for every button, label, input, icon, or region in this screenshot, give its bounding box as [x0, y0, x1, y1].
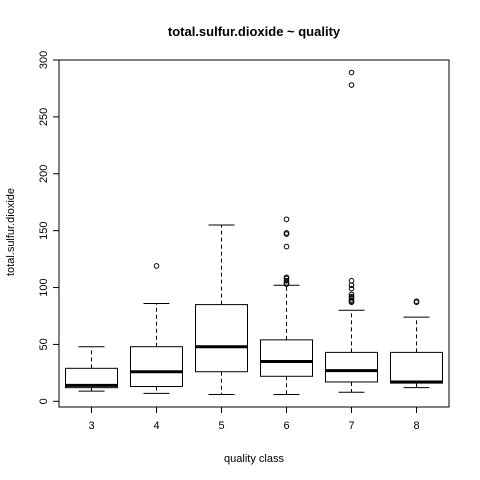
- x-tick-label: 5: [218, 420, 224, 432]
- iqr-box: [325, 351, 378, 383]
- outlier-point: [283, 230, 290, 236]
- iqr-box: [130, 346, 183, 388]
- y-tick-label: 100: [38, 278, 50, 296]
- y-tick-label: 150: [38, 221, 50, 239]
- x-axis-label: quality class: [224, 453, 284, 465]
- outlier-point: [153, 263, 160, 269]
- outlier-point: [283, 243, 290, 250]
- outlier-point: [348, 277, 355, 284]
- iqr-box: [195, 304, 248, 373]
- outlier-point: [413, 298, 420, 304]
- outlier-point: [348, 69, 355, 76]
- outlier-point: [348, 82, 355, 88]
- outlier-point: [283, 277, 290, 284]
- y-tick-label: 200: [38, 165, 50, 183]
- x-tick-label: 6: [283, 420, 289, 432]
- outlier-point: [283, 216, 290, 223]
- x-tick-label: 3: [88, 420, 94, 432]
- y-axis-label: total.sulfur.dioxide: [5, 188, 17, 276]
- iqr-box: [260, 339, 313, 377]
- outlier-point: [348, 297, 355, 303]
- plot-area: 0 50 100 150 200 250 300 3 4 5 6 7 8: [38, 51, 450, 432]
- y-tick-label: 250: [38, 108, 50, 126]
- outlier-point: [348, 293, 355, 300]
- chart-title: total.sulfur.dioxide ~ quality: [168, 24, 341, 39]
- x-tick-label: 7: [348, 420, 354, 432]
- y-tick-label: 0: [38, 398, 50, 404]
- outlier-point: [283, 274, 290, 281]
- plot-frame: [58, 59, 450, 408]
- outlier-point: [348, 291, 355, 298]
- y-tick-label: 50: [38, 338, 50, 350]
- iqr-box: [390, 351, 443, 384]
- x-tick-label: 8: [413, 420, 419, 432]
- y-tick-label: 300: [38, 51, 50, 69]
- outlier-point: [348, 285, 355, 292]
- iqr-box: [65, 367, 118, 389]
- x-tick-label: 4: [153, 420, 159, 432]
